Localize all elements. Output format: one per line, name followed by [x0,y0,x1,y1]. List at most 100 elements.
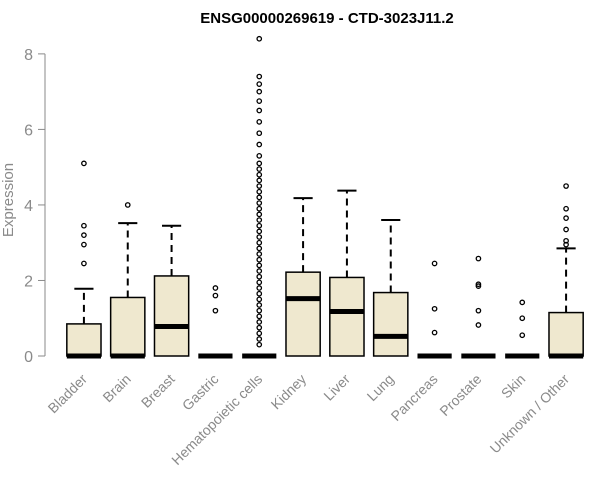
outlier-point [563,205,569,212]
outlier-point [256,279,263,286]
outlier-point [256,273,263,280]
y-axis-label: Expression [0,163,17,237]
outlier-point [519,299,526,306]
outlier-point [256,341,263,348]
outlier-point [256,107,263,114]
y-axis: 0 2 4 6 8 [24,47,46,366]
outlier-point [256,245,263,252]
outlier-point [256,35,263,42]
x-tick-label: Lung [364,371,397,404]
outlier-point [256,177,263,184]
outlier-point [256,324,263,331]
x-tick-label: Unknown / Other [487,371,573,457]
outlier-point [563,183,569,189]
x-tick-label: Pancreas [388,371,441,424]
outlier-point [256,194,263,201]
x-tick-label: Prostate [436,371,484,419]
outlier-point [256,217,263,223]
outlier-point [256,262,263,269]
outlier-point [256,166,263,172]
y-tick-label: 4 [24,198,33,215]
outlier-point [256,130,263,137]
outlier-point [256,160,263,167]
x-tick-label: Breast [138,371,178,411]
outlier-point [81,232,87,239]
box-rect [285,271,321,357]
outlier-point [256,228,263,235]
y-tick-label: 0 [24,349,33,366]
outlier-point [563,215,569,222]
x-tick-label: Kidney [268,371,310,413]
outlier-point [475,281,482,288]
outlier-point [475,255,482,262]
box-rect [329,276,365,357]
outlier-point [475,322,482,328]
outlier-point [256,81,263,87]
outlier-point [256,183,263,189]
outlier-point [256,88,263,95]
box-kidney [285,197,321,357]
box-gastric [198,285,233,359]
outlier-point [212,285,219,291]
outlier-point [212,307,219,314]
outlier-point [256,239,263,246]
x-tick-label: Bladder [45,371,91,417]
box-rect [109,296,146,357]
outlier-point [81,260,87,267]
box-skin [505,299,540,359]
outlier-point [431,260,438,267]
outlier-point [475,283,482,289]
box-rect [548,311,584,357]
boxes-group [66,35,584,359]
outlier-point [256,119,263,125]
x-tick-label: Gastric [179,371,222,414]
outlier-point [256,290,263,297]
outlier-point [563,226,569,233]
box-pancreas [417,260,452,359]
y-tick-label: 8 [24,47,33,64]
box-rect [372,291,409,357]
outlier-point [256,251,263,257]
outlier-point [256,330,263,337]
y-tick-label: 2 [24,273,33,290]
x-tick-label: Skin [498,371,529,402]
box-breast [153,224,190,357]
outlier-point [256,307,263,314]
box-rect [66,323,102,357]
x-tick-label: Brain [99,371,133,405]
outlier-point [256,268,263,274]
outlier-point [212,292,219,299]
outlier-point [256,319,263,325]
box-rect [153,275,190,357]
outlier-point [563,237,569,244]
outlier-point [256,296,263,303]
outlier-point [81,160,87,167]
outlier-point [519,315,526,322]
outlier-point [256,205,263,212]
outlier-point [256,73,263,80]
box-hematopoietic-cells [242,35,277,359]
outlier-point [431,305,438,312]
outlier-point [124,202,131,208]
outlier-point [256,256,263,263]
x-tick-label: Liver [320,371,353,404]
outlier-point [256,171,263,178]
outlier-point [256,200,263,206]
outlier-point [81,241,87,248]
box-prostate [461,255,496,359]
outlier-point [256,152,263,159]
outlier-point [256,234,263,240]
outlier-point [256,222,263,229]
outlier-point [519,332,526,339]
outlier-point [256,285,263,291]
outlier-point [256,98,263,104]
outlier-point [256,141,263,148]
outlier-point [256,336,263,342]
outlier-point [431,329,438,336]
chart-title: ENSG00000269619 - CTD-3023J11.2 [200,10,454,27]
box-lung [372,219,409,357]
box-liver [329,189,365,357]
box-bladder [66,160,102,359]
